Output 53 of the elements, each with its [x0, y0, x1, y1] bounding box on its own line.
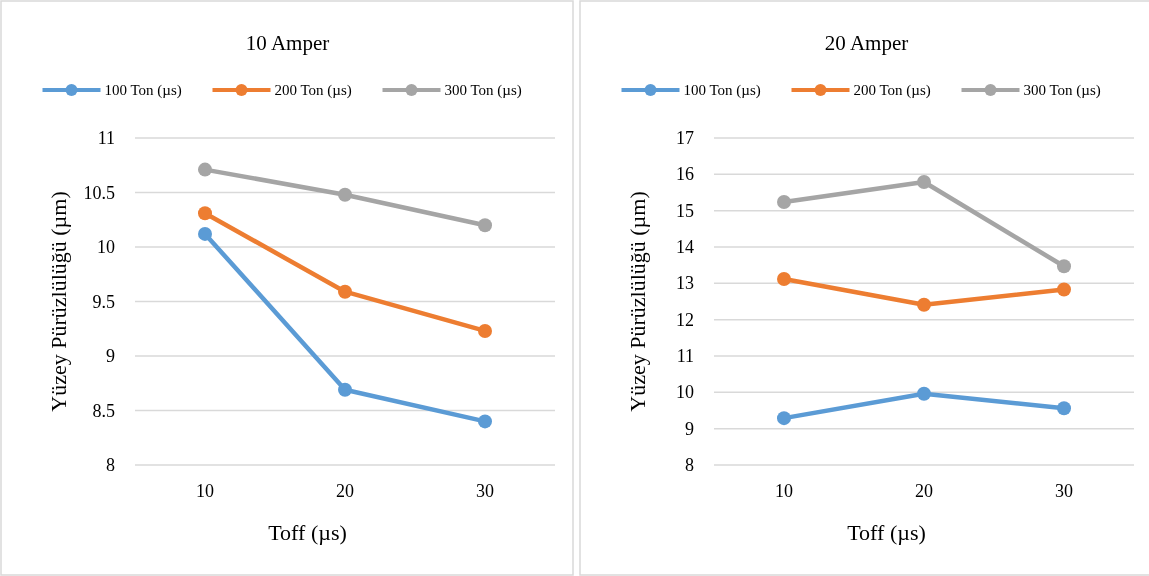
y-tick-label: 9.5: [92, 291, 115, 312]
chart-title: 20 Amper: [824, 31, 909, 55]
y-tick-label: 16: [676, 164, 694, 185]
y-tick-label: 10: [97, 237, 115, 257]
legend-label: 200 Ton (µs): [853, 82, 931, 99]
legend-label: 300 Ton (µs): [1023, 82, 1101, 99]
point: [198, 226, 212, 241]
point: [478, 218, 492, 233]
point: [198, 206, 212, 221]
point: [338, 187, 352, 202]
point: [917, 174, 931, 189]
x-tick-label: 30: [476, 481, 494, 501]
point: [478, 414, 492, 429]
point: [198, 162, 212, 177]
point: [917, 386, 931, 401]
y-axis-title: Yüzey Pürüzlülüğü (µm): [46, 191, 71, 412]
x-tick-label: 30: [1055, 481, 1073, 501]
x-tick-label: 20: [915, 481, 933, 501]
x-axis-title: Toff (µs): [268, 520, 347, 545]
x-axis-title: Toff (µs): [847, 520, 926, 545]
y-tick-label: 10.5: [83, 182, 115, 203]
point: [777, 411, 791, 426]
legend-label: 200 Ton (µs): [274, 82, 352, 99]
y-tick-label: 15: [676, 200, 694, 221]
y-tick-label: 11: [676, 346, 694, 366]
y-tick-label: 14: [676, 237, 694, 257]
y-tick-label: 10: [676, 382, 694, 403]
y-tick-label: 8: [106, 455, 115, 475]
point: [777, 194, 791, 209]
point: [1057, 282, 1071, 297]
y-tick-label: 8.5: [92, 400, 115, 421]
point: [338, 382, 352, 397]
x-tick-label: 10: [196, 481, 214, 501]
point: [478, 323, 492, 338]
point: [338, 284, 352, 299]
point: [777, 271, 791, 286]
x-tick-label: 20: [336, 481, 354, 501]
legend-label: 100 Ton (µs): [683, 82, 761, 99]
chart-title: 10 Amper: [245, 31, 330, 55]
point: [1057, 401, 1071, 416]
point: [917, 297, 931, 312]
y-tick-label: 11: [97, 128, 115, 148]
x-tick-label: 10: [775, 481, 793, 501]
y-tick-label: 9: [685, 418, 694, 439]
y-tick-label: 13: [676, 273, 694, 294]
y-axis-title: Yüzey Pürüzlülüğü (µm): [625, 191, 650, 412]
legend-label: 100 Ton (µs): [104, 82, 182, 99]
point: [1057, 259, 1071, 274]
y-tick-label: 17: [676, 128, 694, 148]
y-tick-label: 12: [676, 309, 694, 330]
y-tick-label: 9: [106, 346, 115, 366]
legend-label: 300 Ton (µs): [444, 82, 522, 99]
y-tick-label: 8: [685, 455, 694, 475]
